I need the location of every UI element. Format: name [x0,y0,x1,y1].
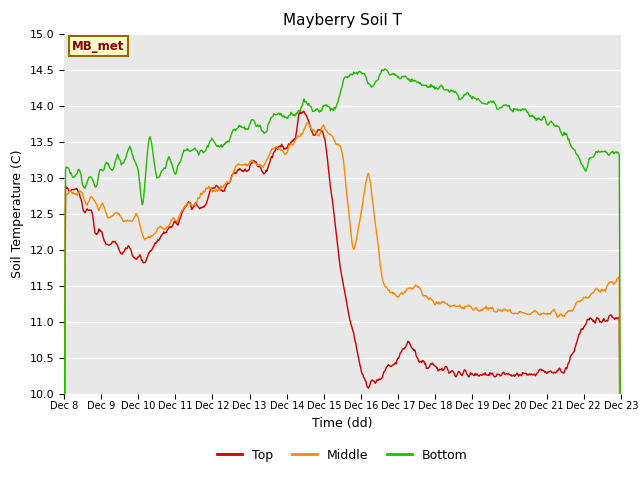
Legend: Top, Middle, Bottom: Top, Middle, Bottom [212,444,473,467]
Title: Mayberry Soil T: Mayberry Soil T [283,13,402,28]
Text: MB_met: MB_met [72,40,125,53]
Y-axis label: Soil Temperature (C): Soil Temperature (C) [11,149,24,278]
X-axis label: Time (dd): Time (dd) [312,417,372,430]
